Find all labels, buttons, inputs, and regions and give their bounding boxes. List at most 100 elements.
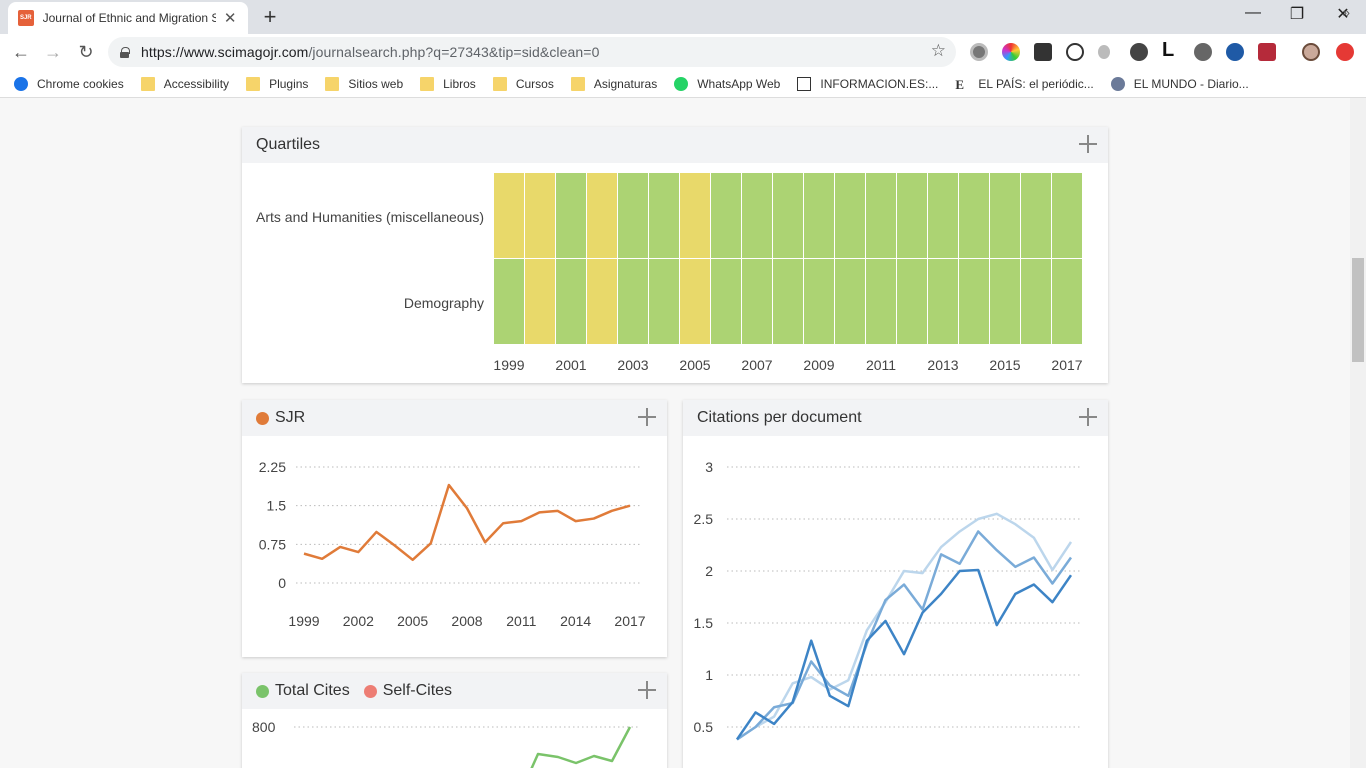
whatsapp-icon: [674, 76, 689, 91]
y-tick-label: 0.5: [694, 719, 714, 735]
quartile-cell[interactable]: [587, 259, 617, 344]
extension-color-icon[interactable]: [1002, 43, 1020, 61]
expand-cites-icon[interactable]: [637, 680, 657, 700]
restore-window-button[interactable]: ❐: [1289, 6, 1305, 23]
self-cites-dot: [363, 684, 377, 698]
expand-quartiles-icon[interactable]: [1078, 134, 1098, 154]
extension-wordpress-icon[interactable]: [1066, 43, 1084, 61]
total-cites-line[interactable]: [525, 726, 632, 768]
x-tick-label: 2014: [560, 613, 591, 629]
forward-button[interactable]: →: [44, 41, 62, 62]
active-tab[interactable]: SJR Journal of Ethnic and Migration S ✕: [8, 2, 248, 34]
legend-self-cites: Self-Cites: [363, 682, 452, 700]
minimize-window-button[interactable]: —: [1245, 4, 1261, 21]
scrollbar-thumb[interactable]: [1352, 258, 1364, 362]
profile-avatar[interactable]: [1302, 43, 1320, 61]
extension-hand-icon[interactable]: [1098, 45, 1110, 59]
quartile-cell[interactable]: [1052, 259, 1082, 344]
quartile-cell[interactable]: [742, 173, 772, 258]
quartile-cell[interactable]: [959, 173, 989, 258]
quartile-cell[interactable]: [835, 173, 865, 258]
bookmarks-overflow-icon[interactable]: »: [1342, 5, 1350, 20]
total-cites-label: Total Cites: [275, 682, 350, 699]
quartile-cell[interactable]: [618, 259, 648, 344]
bookmark-star-icon[interactable]: ☆: [930, 41, 946, 60]
quartile-cell[interactable]: [1021, 173, 1051, 258]
bookmark-item[interactable]: Cursos: [492, 76, 554, 91]
quartile-cell[interactable]: [897, 173, 927, 258]
bookmark-item[interactable]: INFORMACION.ES:...: [797, 76, 939, 91]
new-tab-button[interactable]: +: [263, 4, 277, 29]
extension-balls-icon[interactable]: [1130, 43, 1148, 61]
extension-camera-icon[interactable]: [1034, 43, 1052, 61]
bookmark-item[interactable]: Accessibility: [140, 76, 229, 91]
quartile-cell[interactable]: [494, 173, 524, 258]
quartile-cell[interactable]: [618, 173, 648, 258]
expand-citations-icon[interactable]: [1078, 407, 1098, 427]
quartile-cell[interactable]: [866, 259, 896, 344]
quartile-cell[interactable]: [494, 259, 524, 344]
y-tick-label: 1.5: [694, 615, 714, 631]
expand-sjr-icon[interactable]: [637, 407, 657, 427]
quartile-cell[interactable]: [1021, 259, 1051, 344]
citations-header: Citations per document: [683, 400, 1108, 436]
quartile-cell[interactable]: [711, 259, 741, 344]
quartile-cell[interactable]: [990, 259, 1020, 344]
quartile-cell[interactable]: [897, 259, 927, 344]
quartile-cell[interactable]: [649, 173, 679, 258]
citations-series-line[interactable]: [736, 512, 1073, 741]
bookmark-item[interactable]: WhatsApp Web: [674, 76, 781, 91]
extension-mendeley-icon[interactable]: [1258, 43, 1276, 61]
extension-heart-icon[interactable]: [1226, 43, 1244, 61]
citations-series-line[interactable]: [735, 568, 1073, 741]
reload-button[interactable]: ↻: [78, 41, 94, 62]
quartile-cell[interactable]: [525, 259, 555, 344]
quartile-cell[interactable]: [928, 173, 958, 258]
close-tab-icon[interactable]: ✕: [223, 10, 237, 27]
quartile-cell[interactable]: [1052, 173, 1082, 258]
quartile-cell[interactable]: [773, 173, 803, 258]
bookmark-item[interactable]: EL MUNDO - Diario...: [1110, 76, 1249, 91]
quartile-cell[interactable]: [556, 259, 586, 344]
quartiles-header: Quartiles: [242, 127, 1108, 163]
bookmark-item[interactable]: Sitios web: [325, 76, 403, 91]
series-line-0[interactable]: [303, 483, 631, 562]
quartile-cell[interactable]: [680, 259, 710, 344]
extension-l-icon[interactable]: L: [1162, 39, 1175, 61]
close-window-button[interactable]: ✕: [1336, 6, 1350, 23]
quartile-cell[interactable]: [804, 259, 834, 344]
tab-strip: SJR Journal of Ethnic and Migration S ✕ …: [0, 0, 1366, 34]
folder-icon: [570, 76, 585, 91]
quartile-cell[interactable]: [804, 173, 834, 258]
bookmark-item[interactable]: Libros: [420, 76, 476, 91]
quartile-cell[interactable]: [835, 259, 865, 344]
address-bar[interactable]: https://www.scimagojr.com/journalsearch.…: [108, 37, 956, 67]
quartile-cell[interactable]: [990, 173, 1020, 258]
quartile-cell[interactable]: [866, 173, 896, 258]
back-button[interactable]: ←: [12, 41, 30, 62]
quartile-cell[interactable]: [525, 173, 555, 258]
bookmark-item[interactable]: E EL PAÍS: el periódic...: [955, 77, 1093, 92]
quartile-cell[interactable]: [959, 259, 989, 344]
bookmark-label: INFORMACION.ES:...: [820, 76, 939, 91]
bookmark-item[interactable]: Chrome cookies: [14, 76, 124, 91]
quartile-cell[interactable]: [773, 259, 803, 344]
quartile-cell[interactable]: [742, 259, 772, 344]
x-tick-label: 2002: [343, 613, 374, 629]
informacion-icon: [797, 76, 812, 91]
quartile-cell[interactable]: [711, 173, 741, 258]
quartile-cell[interactable]: [587, 173, 617, 258]
extension-dark-icon[interactable]: [1194, 43, 1212, 61]
quartile-cell[interactable]: [680, 173, 710, 258]
quartile-cell[interactable]: [556, 173, 586, 258]
bookmark-item[interactable]: Asignaturas: [570, 76, 657, 91]
bookmark-item[interactable]: Plugins: [246, 76, 308, 91]
update-icon[interactable]: [1336, 43, 1354, 61]
extension-gear-icon[interactable]: [970, 43, 988, 61]
quartile-cell[interactable]: [649, 259, 679, 344]
legend-total-cites: Total Cites: [256, 682, 350, 700]
quartile-cell[interactable]: [928, 259, 958, 344]
bookmark-label: Chrome cookies: [37, 76, 124, 91]
bookmark-label: WhatsApp Web: [697, 76, 781, 91]
page-scrollbar[interactable]: [1350, 98, 1366, 768]
